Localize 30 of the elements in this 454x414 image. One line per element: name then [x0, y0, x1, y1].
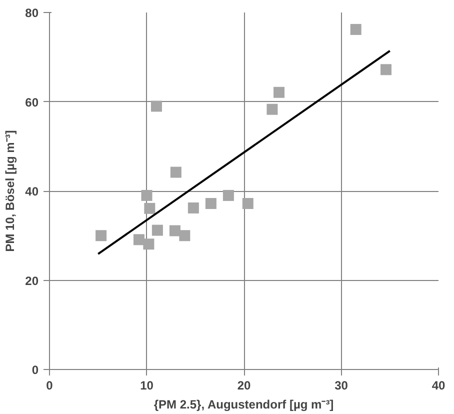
- point: [143, 238, 154, 250]
- y-tick-label: 0: [32, 363, 39, 377]
- point: [133, 234, 144, 246]
- point: [150, 100, 162, 112]
- point: [380, 64, 392, 76]
- point: [274, 86, 285, 98]
- point: [350, 24, 362, 35]
- x-tick-label: 10: [140, 378, 154, 392]
- point: [169, 225, 180, 236]
- point: [205, 198, 216, 209]
- point: [242, 198, 254, 209]
- x-tick-label: 0: [46, 378, 54, 392]
- x-tick-label: 30: [334, 378, 348, 392]
- y-tick-label: 40: [25, 184, 39, 198]
- x-axis-title: {PM 2.5}, Augustendorf [µg m⁻³]: [154, 398, 334, 412]
- point: [170, 166, 182, 178]
- point: [152, 224, 163, 236]
- point: [188, 202, 199, 214]
- x-tick-label: 40: [432, 378, 446, 392]
- y-tick-label: 20: [25, 274, 39, 288]
- x-tick-label: 20: [237, 378, 251, 392]
- y-axis-title: PM 10, Bösel [µg m⁻³]: [3, 130, 18, 252]
- point: [96, 230, 107, 242]
- point: [179, 230, 190, 242]
- point: [222, 190, 234, 201]
- point: [144, 202, 156, 214]
- point: [141, 190, 152, 201]
- point: [266, 104, 278, 115]
- y-tick-label: 60: [25, 95, 39, 110]
- y-tick-label: 80: [25, 6, 39, 20]
